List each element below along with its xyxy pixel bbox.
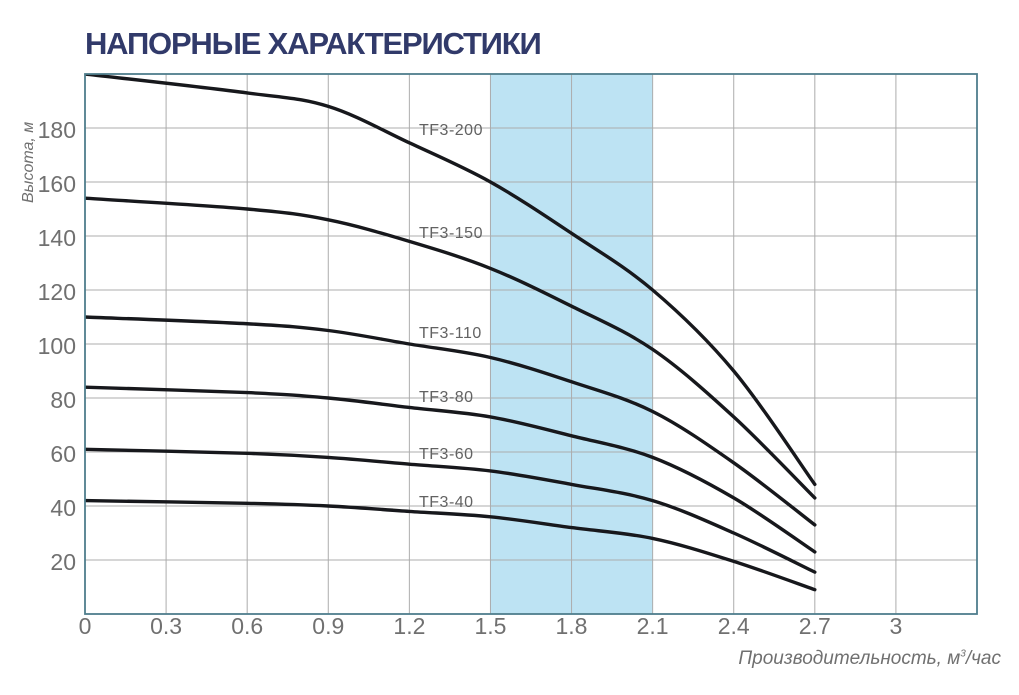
svg-text:2.1: 2.1	[637, 613, 669, 639]
svg-text:60: 60	[50, 441, 76, 467]
svg-text:100: 100	[38, 333, 76, 359]
svg-text:160: 160	[38, 171, 76, 197]
svg-text:0.3: 0.3	[150, 613, 182, 639]
svg-text:140: 140	[38, 225, 76, 251]
svg-text:TF3-150: TF3-150	[419, 225, 483, 242]
svg-text:1.5: 1.5	[475, 613, 507, 639]
svg-text:TF3-60: TF3-60	[419, 446, 474, 463]
svg-text:1.8: 1.8	[556, 613, 588, 639]
svg-text:0.6: 0.6	[231, 613, 263, 639]
svg-text:TF3-200: TF3-200	[419, 122, 483, 139]
svg-text:0.9: 0.9	[312, 613, 344, 639]
svg-text:2.4: 2.4	[718, 613, 750, 639]
svg-text:TF3-80: TF3-80	[419, 389, 474, 406]
svg-text:3: 3	[890, 613, 903, 639]
svg-text:20: 20	[50, 549, 76, 575]
svg-text:80: 80	[50, 387, 76, 413]
svg-text:40: 40	[50, 495, 76, 521]
svg-text:0: 0	[79, 613, 92, 639]
svg-text:TF3-40: TF3-40	[419, 494, 474, 511]
svg-text:120: 120	[38, 279, 76, 305]
svg-text:1.2: 1.2	[393, 613, 425, 639]
svg-text:2.7: 2.7	[799, 613, 831, 639]
svg-text:180: 180	[38, 117, 76, 143]
svg-text:TF3-110: TF3-110	[419, 325, 482, 342]
